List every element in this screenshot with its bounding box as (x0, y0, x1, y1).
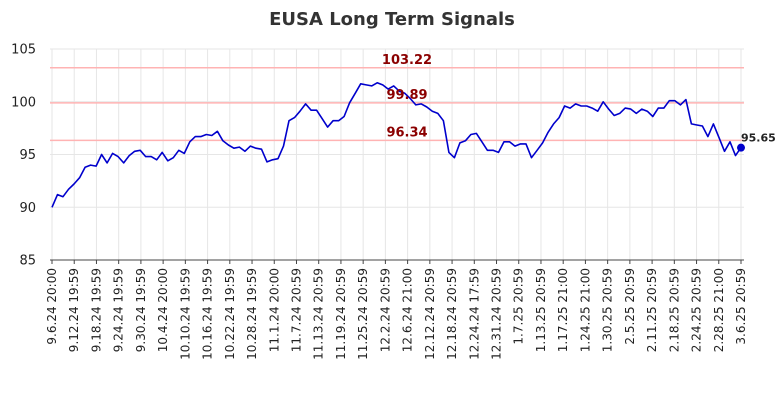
axes (50, 259, 744, 264)
x-tick-label: 9.24.24 19:59 (112, 268, 126, 352)
x-tick-label: 2.11.25 20:59 (645, 268, 659, 352)
x-tick-label: 1.13.25 20:59 (534, 268, 548, 352)
reference-lines (50, 67, 744, 142)
y-tick-label: 105 (11, 43, 36, 58)
x-tick-label: 11.19.24 20:59 (334, 268, 348, 360)
x-tick-label: 10.28.24 19:59 (245, 268, 259, 360)
x-tick-label: 9.30.24 19:59 (134, 268, 148, 352)
series-layer (51, 82, 745, 208)
x-tick-label: 11.1.24 20:00 (267, 268, 281, 352)
x-tick-label: 11.7.24 20:59 (289, 268, 303, 352)
x-tick-label: 11.25.24 20:59 (356, 268, 370, 360)
y-tick-label: 100 (11, 95, 36, 110)
x-tick-label: 10.16.24 19:59 (201, 268, 215, 360)
x-tick-label: 12.6.24 21:00 (401, 268, 415, 352)
reference-label: 103.22 (382, 53, 432, 68)
y-tick-label: 95 (19, 148, 36, 163)
reference-label: 99.89 (386, 88, 427, 103)
x-tick-label: 2.18.25 20:59 (667, 268, 681, 352)
last-point-marker (737, 143, 745, 152)
x-tick-label: 2.24.25 20:59 (690, 268, 704, 352)
x-tick-label: 2.28.25 21:00 (712, 268, 726, 352)
x-tick-label: 12.18.24 20:59 (445, 268, 459, 360)
x-tick-label: 3.6.25 20:59 (734, 268, 748, 345)
series-line (51, 82, 742, 208)
reference-label: 96.34 (386, 125, 427, 140)
x-tick-label: 12.31.24 20:59 (490, 268, 504, 360)
x-tick-label: 11.13.24 20:59 (312, 268, 326, 360)
x-tick-label: 9.6.24 20:00 (45, 268, 59, 345)
x-tick-label: 1.30.25 20:59 (601, 268, 615, 352)
grid (50, 48, 744, 261)
x-tick-label: 12.2.24 20:59 (378, 268, 392, 352)
last-value-label: 95.65 (741, 132, 776, 145)
x-tick-label: 12.24.24 17:59 (467, 268, 481, 360)
x-tick-label: 1.17.25 21:00 (556, 268, 570, 352)
x-tick-label: 10.22.24 19:59 (223, 268, 237, 360)
x-tick-label: 10.4.24 20:00 (156, 268, 170, 352)
labels: 85 90 95 100 105 9.6.24 20:00 9.12.24 19:59 9.1… (11, 43, 776, 360)
x-tick-label: 2.5.25 20:59 (623, 268, 637, 345)
x-tick-label: 10.10.24 19:59 (178, 268, 192, 360)
y-tick-label: 85 (19, 254, 36, 269)
x-tick-label: 12.12.24 20:59 (423, 268, 437, 360)
x-tick-label: 9.18.24 19:59 (89, 268, 103, 352)
x-tick-label: 1.7.25 20:59 (512, 268, 526, 345)
y-tick-label: 90 (19, 201, 36, 216)
x-tick-label: 1.24.25 21:00 (578, 268, 592, 352)
x-tick-label: 9.12.24 19:59 (67, 268, 81, 352)
chart-title: EUSA Long Term Signals (269, 9, 515, 30)
